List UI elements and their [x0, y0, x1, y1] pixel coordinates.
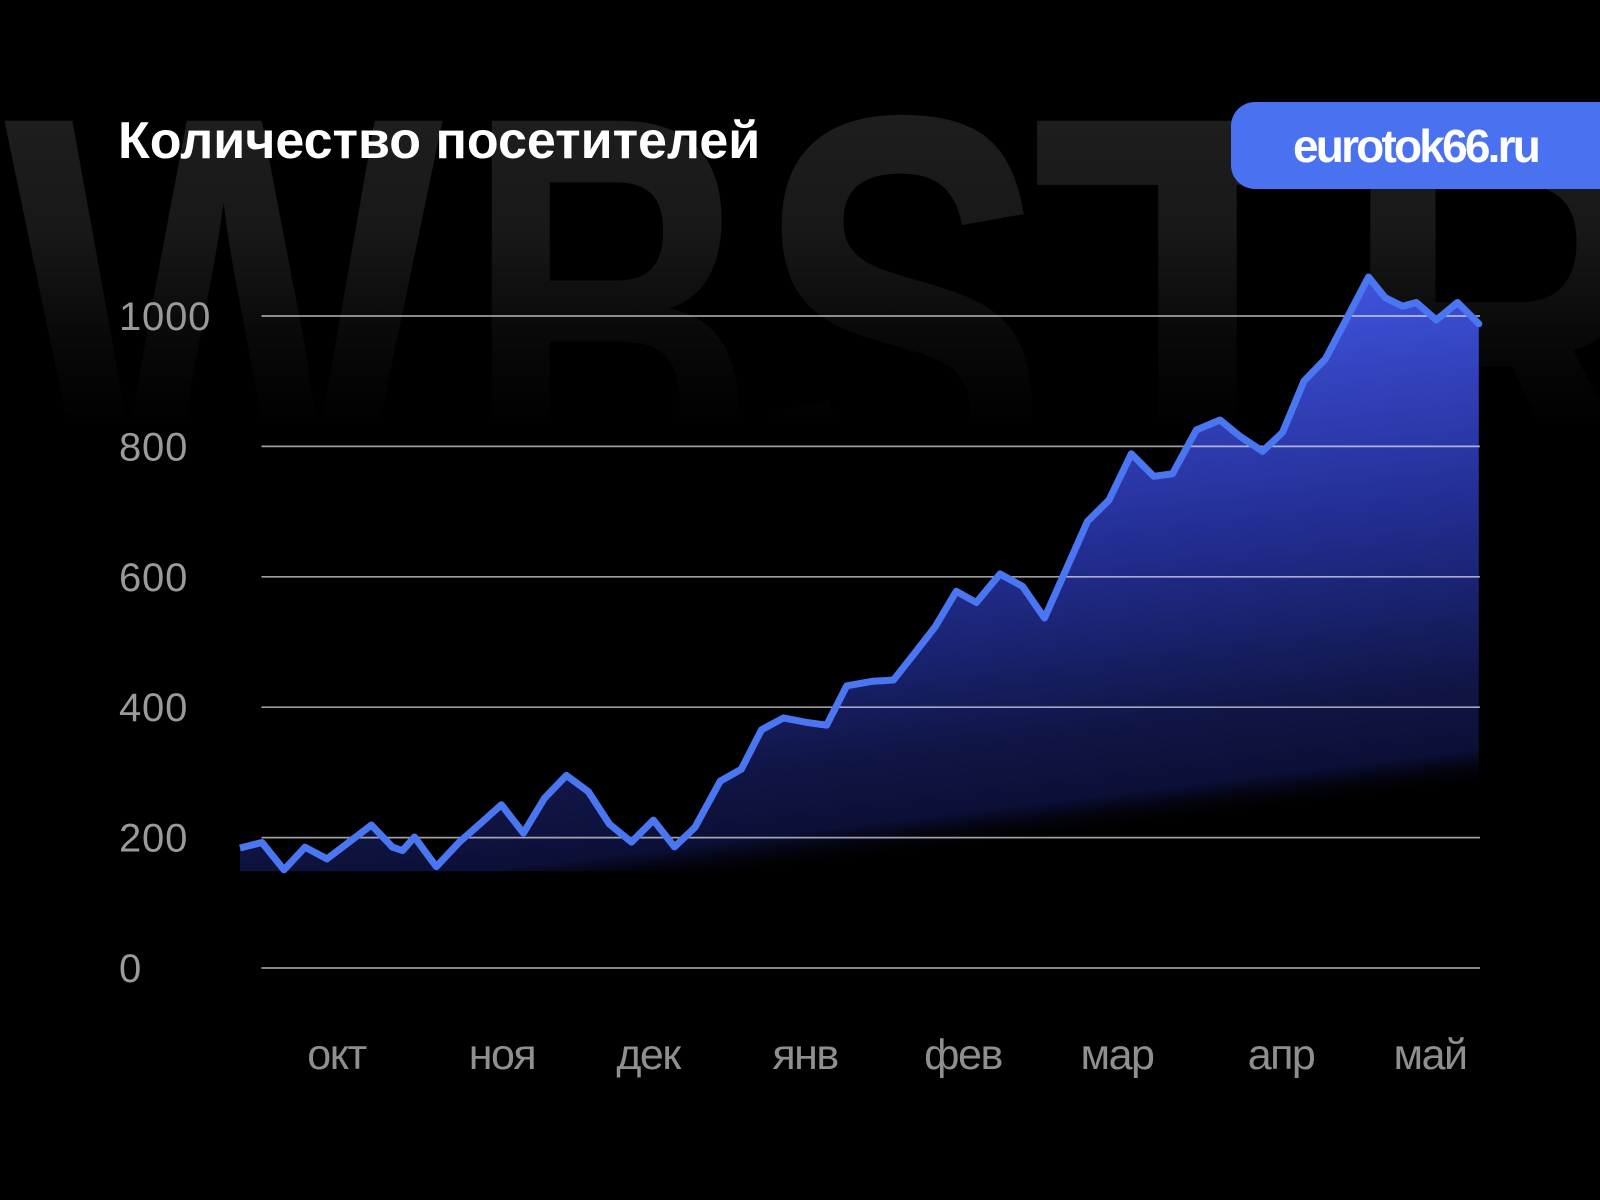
- svg-text:W: W: [4, 0, 447, 640]
- svg-text:400: 400: [119, 686, 188, 730]
- svg-text:600: 600: [119, 556, 188, 600]
- svg-text:дек: дек: [616, 1031, 682, 1079]
- svg-text:0: 0: [119, 947, 142, 991]
- svg-text:янв: янв: [772, 1031, 837, 1079]
- svg-text:апр: апр: [1248, 1031, 1315, 1079]
- svg-text:200: 200: [119, 817, 188, 861]
- svg-text:ноя: ноя: [469, 1031, 535, 1079]
- svg-text:фев: фев: [924, 1031, 1002, 1079]
- svg-text:B: B: [465, 0, 756, 640]
- svg-text:800: 800: [119, 425, 188, 469]
- svg-text:мар: мар: [1081, 1031, 1154, 1079]
- svg-text:май: май: [1394, 1031, 1467, 1079]
- svg-text:S: S: [755, 0, 1049, 640]
- svg-text:окт: окт: [307, 1031, 366, 1079]
- svg-text:1000: 1000: [119, 295, 211, 339]
